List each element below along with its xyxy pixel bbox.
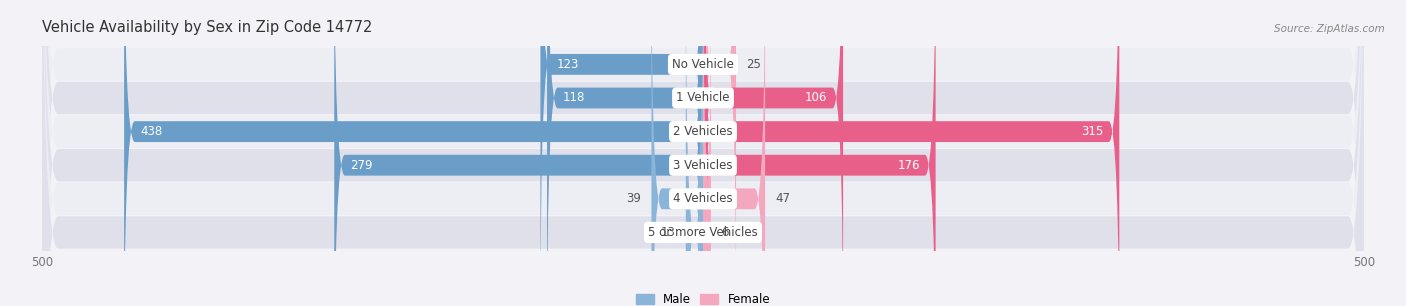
- FancyBboxPatch shape: [42, 0, 1364, 306]
- Text: 39: 39: [626, 192, 641, 205]
- Text: 47: 47: [776, 192, 790, 205]
- Text: 1 Vehicle: 1 Vehicle: [676, 91, 730, 104]
- FancyBboxPatch shape: [686, 0, 703, 306]
- FancyBboxPatch shape: [547, 0, 703, 306]
- FancyBboxPatch shape: [335, 0, 703, 306]
- FancyBboxPatch shape: [42, 0, 1364, 306]
- FancyBboxPatch shape: [540, 0, 703, 306]
- FancyBboxPatch shape: [700, 0, 714, 306]
- FancyBboxPatch shape: [703, 0, 765, 306]
- Text: 5 or more Vehicles: 5 or more Vehicles: [648, 226, 758, 239]
- FancyBboxPatch shape: [703, 0, 935, 306]
- Text: Source: ZipAtlas.com: Source: ZipAtlas.com: [1274, 24, 1385, 35]
- Text: 176: 176: [897, 159, 920, 172]
- Text: Vehicle Availability by Sex in Zip Code 14772: Vehicle Availability by Sex in Zip Code …: [42, 20, 373, 35]
- Text: 315: 315: [1081, 125, 1104, 138]
- Text: 279: 279: [350, 159, 373, 172]
- Text: 25: 25: [747, 58, 762, 71]
- FancyBboxPatch shape: [42, 0, 1364, 306]
- Text: 4 Vehicles: 4 Vehicles: [673, 192, 733, 205]
- Text: 13: 13: [661, 226, 675, 239]
- Legend: Male, Female: Male, Female: [631, 288, 775, 306]
- FancyBboxPatch shape: [42, 0, 1364, 306]
- Text: 2 Vehicles: 2 Vehicles: [673, 125, 733, 138]
- FancyBboxPatch shape: [703, 0, 737, 306]
- Text: 6: 6: [721, 226, 728, 239]
- Text: No Vehicle: No Vehicle: [672, 58, 734, 71]
- Text: 118: 118: [562, 91, 585, 104]
- FancyBboxPatch shape: [42, 0, 1364, 306]
- FancyBboxPatch shape: [651, 0, 703, 306]
- FancyBboxPatch shape: [124, 0, 703, 306]
- Text: 3 Vehicles: 3 Vehicles: [673, 159, 733, 172]
- FancyBboxPatch shape: [703, 0, 844, 306]
- FancyBboxPatch shape: [42, 0, 1364, 306]
- FancyBboxPatch shape: [703, 0, 1119, 306]
- Text: 106: 106: [804, 91, 827, 104]
- Text: 123: 123: [557, 58, 579, 71]
- Text: 438: 438: [141, 125, 162, 138]
